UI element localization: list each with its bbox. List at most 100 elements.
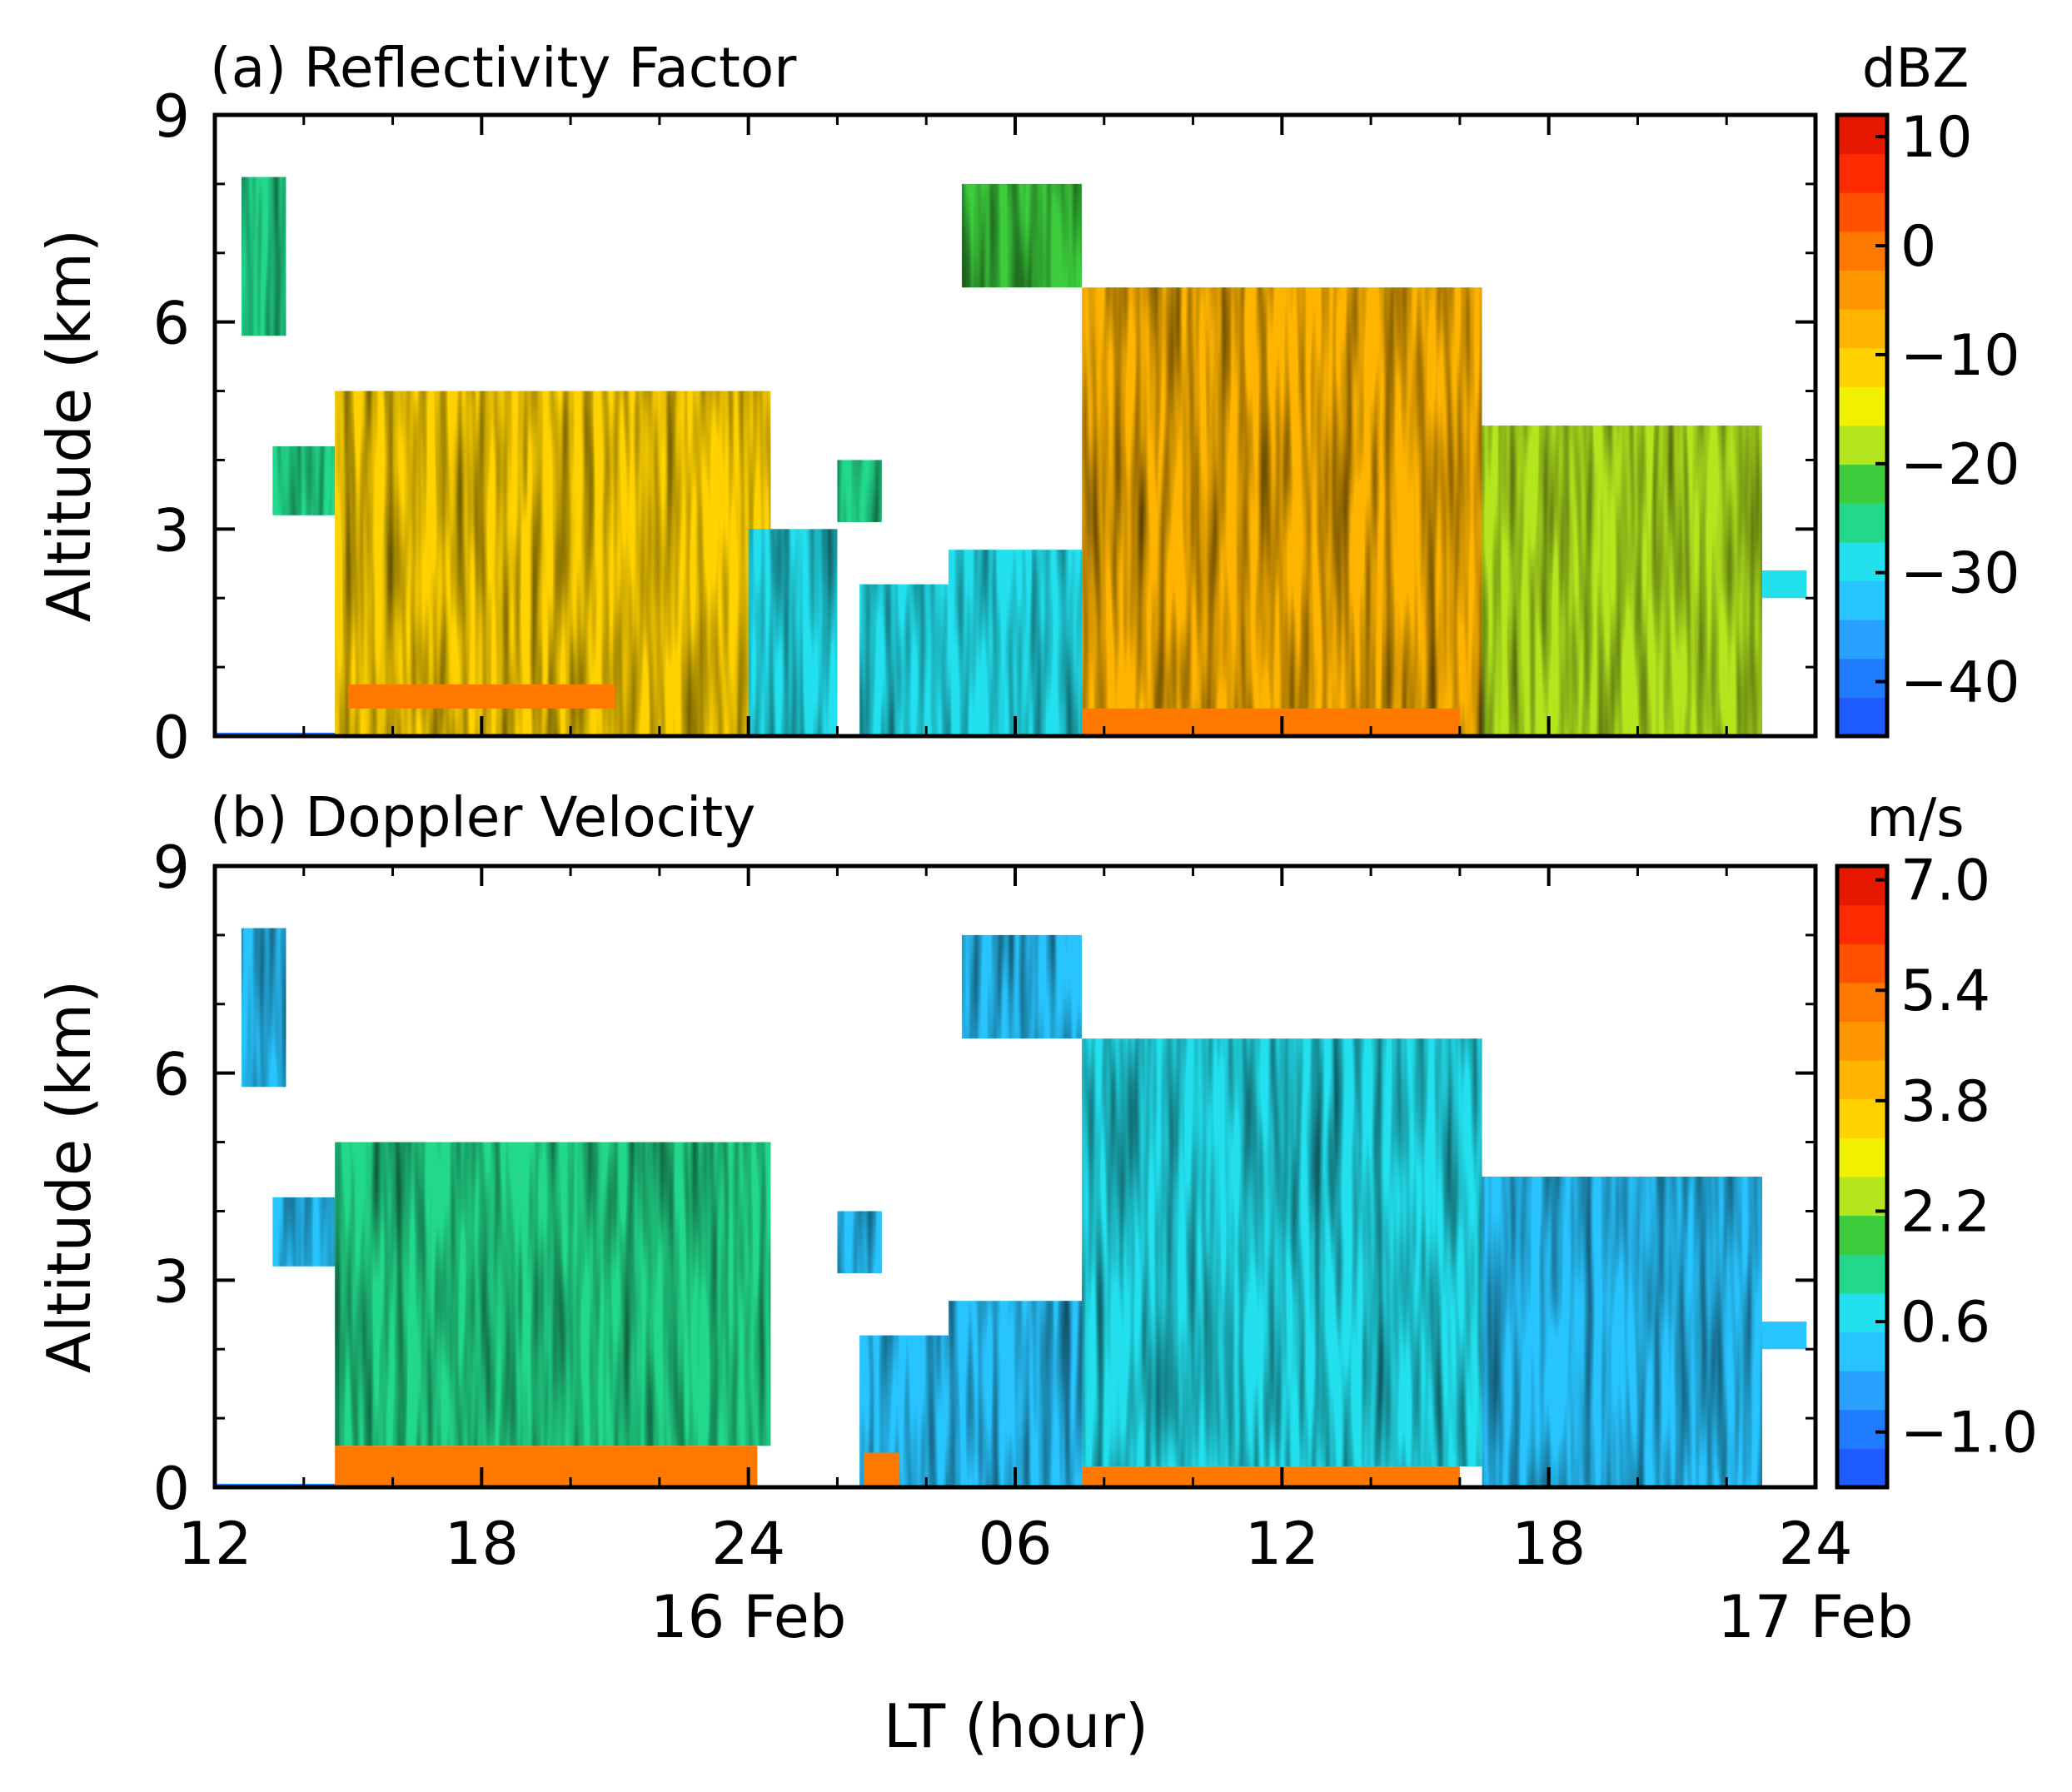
colorbar-segment: [1837, 1371, 1887, 1411]
panel-b-ticks: [213, 864, 1817, 1489]
data-region: [1761, 1322, 1807, 1350]
panel-a-data: [215, 177, 1807, 736]
colorbar-tick-label: 7.0: [1900, 849, 1990, 914]
data-region: [864, 1452, 900, 1487]
data-region-texture: [335, 391, 771, 736]
colorbar-frame: [1835, 112, 1890, 739]
colorbar-segment: [1837, 1448, 1887, 1488]
colorbar-tick-label: 2.2: [1900, 1179, 1990, 1245]
colorbar-tick-label: 5.4: [1900, 958, 1990, 1024]
colorbar-tick-label: −30: [1900, 541, 2020, 607]
colorbar-segment: [1837, 1332, 1887, 1371]
panel-a-colorbar: 10 0 −10 −20 −30 −40: [1835, 105, 2020, 739]
panel-a: (a) Reflectivity Factor 0 3 6 9 Altitude (k…: [34, 36, 2020, 772]
colorbar-frame: [1835, 864, 1890, 1490]
data-region-texture: [242, 928, 286, 1088]
colorbar-segment: [1837, 386, 1887, 426]
data-region: [335, 1446, 758, 1487]
y-tick-label: 3: [152, 496, 190, 565]
colorbar-segment: [1837, 1409, 1887, 1449]
panel-a-ylabel: Altitude (km): [34, 229, 104, 622]
data-region-texture: [272, 1197, 336, 1267]
data-region-texture: [242, 177, 286, 336]
data-region-texture: [948, 550, 1083, 736]
colorbar-segment: [1837, 1254, 1887, 1294]
colorbar-segment: [1837, 1177, 1887, 1217]
y-tick-label: 9: [152, 82, 190, 151]
colorbar-segment: [1837, 904, 1887, 944]
colorbar-segment: [1837, 231, 1887, 271]
colorbar-segment: [1837, 192, 1887, 232]
data-region-texture: [335, 1142, 771, 1446]
colorbar-segment: [1837, 464, 1887, 504]
colorbar-segment: [1837, 153, 1887, 193]
data-region-texture: [837, 460, 882, 523]
panel-a-title: (a) Reflectivity Factor: [210, 36, 797, 100]
x-tick-label: 18: [1512, 1510, 1586, 1578]
x-tick-label: 24: [1778, 1510, 1852, 1578]
panel-b-title: (b) Doppler Velocity: [210, 785, 755, 849]
data-region-texture: [961, 183, 1083, 288]
x-tick-label: 12: [1245, 1510, 1319, 1578]
data-region-texture: [1482, 1177, 1762, 1487]
colorbar-segment: [1837, 982, 1887, 1022]
data-region-texture: [1082, 287, 1482, 736]
data-region-texture: [837, 1211, 882, 1274]
colorbar-segment: [1837, 1060, 1887, 1100]
x-tick-label: 24: [711, 1510, 785, 1578]
colorbar-segment: [1837, 620, 1887, 660]
panel-b-ytick-labels: 0 3 6 9: [152, 834, 190, 1523]
panel-b-colorbar-unit: m/s: [1866, 788, 1964, 849]
colorbar-segment: [1837, 943, 1887, 983]
x-date-label: 17 Feb: [1717, 1583, 1913, 1651]
y-tick-label: 0: [152, 704, 190, 772]
data-region-texture: [948, 1301, 1083, 1487]
panel-b-xtick-labels: 12 18 24 06 12 18 24: [177, 1510, 1852, 1578]
panel-b-ylabel: Altitude (km): [34, 980, 104, 1373]
data-region-texture: [859, 584, 949, 736]
data-region-texture: [272, 446, 336, 515]
data-region: [1082, 708, 1460, 736]
colorbar-segment: [1837, 270, 1887, 310]
colorbar-segment: [1837, 1098, 1887, 1138]
y-tick-label: 6: [152, 290, 190, 358]
colorbar-segment: [1837, 658, 1887, 698]
data-region-texture: [961, 934, 1083, 1039]
panel-b-colorbar: 7.0 5.4 3.8 2.2 0.6 −1.0: [1835, 849, 2038, 1490]
colorbar-segment: [1837, 1215, 1887, 1255]
x-tick-label: 18: [445, 1510, 519, 1578]
y-tick-label: 9: [152, 834, 190, 902]
colorbar-segment: [1837, 866, 1887, 906]
panel-b-xlabel: LT (hour): [884, 1691, 1148, 1761]
data-region: [348, 684, 615, 709]
y-tick-label: 6: [152, 1041, 190, 1109]
colorbar-segment: [1837, 541, 1887, 581]
colorbar-segment: [1837, 1292, 1887, 1332]
colorbar-segment: [1837, 580, 1887, 620]
data-region-texture: [748, 529, 838, 736]
y-tick-label: 3: [152, 1247, 190, 1316]
data-region-texture: [1082, 1038, 1482, 1467]
colorbar-tick-label: −20: [1900, 432, 2020, 498]
panel-b-date-labels: 16 Feb 17 Feb: [650, 1583, 1914, 1651]
colorbar-segment: [1837, 1021, 1887, 1061]
colorbar-segment: [1837, 309, 1887, 349]
x-tick-label: 12: [177, 1510, 252, 1578]
panel-b-data: [215, 928, 1807, 1487]
colorbar-tick-label: 3.8: [1900, 1069, 1990, 1135]
x-date-label: 16 Feb: [650, 1583, 846, 1651]
colorbar-segment: [1837, 115, 1887, 155]
colorbar-segment: [1837, 503, 1887, 543]
y-tick-label: 0: [152, 1455, 190, 1523]
x-tick-label: 06: [978, 1510, 1052, 1578]
data-region: [1761, 570, 1807, 599]
colorbar-segment: [1837, 1137, 1887, 1177]
panel-a-ytick-labels: 0 3 6 9: [152, 82, 190, 772]
colorbar-segment: [1837, 426, 1887, 465]
colorbar-segment: [1837, 697, 1887, 737]
colorbar-tick-label: 0: [1900, 214, 1936, 280]
data-region-texture: [1482, 426, 1762, 736]
colorbar-tick-label: −10: [1900, 323, 2020, 389]
